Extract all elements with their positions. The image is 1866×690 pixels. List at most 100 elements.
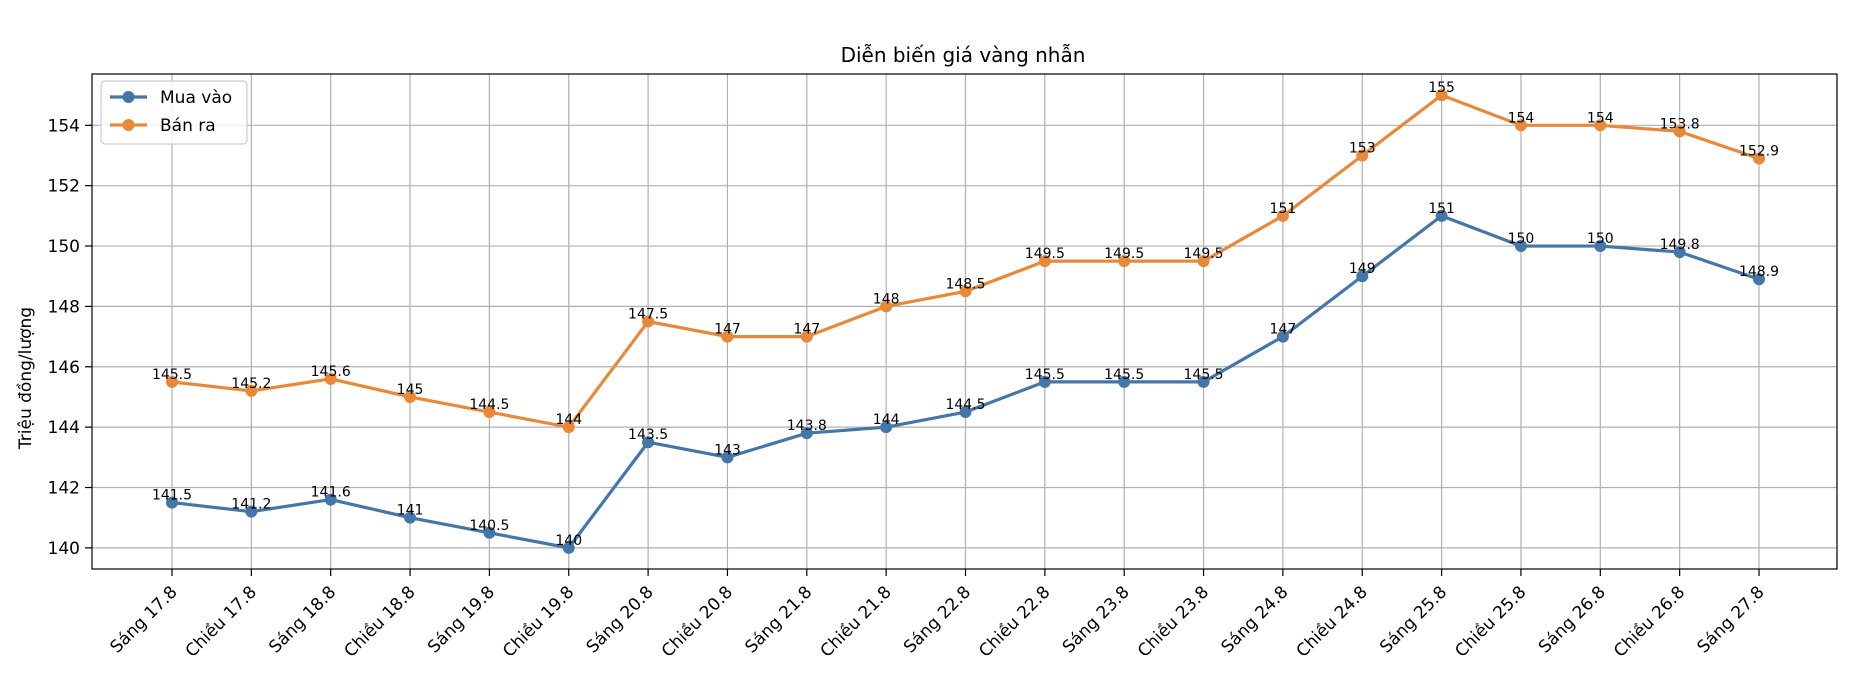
data-point (562, 421, 575, 434)
legend-label: Bán ra (160, 116, 216, 136)
legend-marker (122, 119, 135, 131)
data-label: 144 (873, 412, 900, 428)
data-point (642, 315, 655, 328)
data-point (1673, 125, 1686, 138)
x-tick-label: Sáng 25.8 (1376, 582, 1451, 657)
series-2: 145.5 145.2 145.6 145 144.5 144 147.5 147 147 148… (152, 80, 1779, 434)
data-point (959, 406, 972, 419)
x-tick-label: Chiều 20.8 (657, 582, 737, 662)
x-tick-label: Sáng 18.8 (265, 582, 340, 657)
x-tick-label: Sáng 20.8 (583, 582, 658, 657)
data-label: 148 (873, 291, 900, 307)
data-point (1753, 273, 1765, 286)
data-point (245, 384, 258, 397)
x-tick-label: Sáng 23.8 (1059, 582, 1134, 657)
plot-frame (91, 73, 1838, 570)
y-tick-label: 140 (48, 539, 80, 559)
data-label: 145.5 (1104, 367, 1144, 383)
data-label: 145.2 (231, 376, 271, 392)
x-tick-label: Sáng 19.8 (424, 582, 499, 657)
data-label: 149.5 (1025, 246, 1065, 262)
x-tick-label: Chiều 18.8 (340, 582, 420, 662)
data-label: 147.5 (628, 307, 668, 323)
data-label: 151 (1270, 201, 1297, 217)
axis-ticks: Sáng 17.8 Chiều 17.8 Sáng 18.8 Chiều 18.8 Sá… (48, 116, 1769, 661)
data-point (800, 330, 813, 343)
data-point (483, 526, 496, 539)
chart-title: Diễn biến giá vàng nhẫn (841, 43, 1086, 67)
data-point (1594, 119, 1607, 132)
data-point (1594, 240, 1607, 253)
data-point (245, 505, 258, 518)
data-point (1038, 375, 1051, 388)
data-point (1435, 209, 1448, 222)
data-label: 141.6 (311, 485, 351, 501)
data-label: 144.5 (469, 397, 509, 413)
data-label: 148.9 (1739, 264, 1779, 280)
data-point (166, 496, 178, 509)
data-point (1276, 209, 1289, 222)
data-label: 140.5 (469, 518, 509, 534)
x-tick-label: Chiều 23.8 (1133, 582, 1213, 662)
data-label: 143.5 (628, 427, 668, 443)
data-label: 147 (793, 322, 820, 338)
data-point (880, 300, 893, 313)
data-label: 144 (555, 412, 582, 428)
data-label: 148.5 (945, 276, 985, 292)
x-tick-label: Chiều 17.8 (181, 582, 261, 662)
data-label: 145.5 (1025, 367, 1065, 383)
y-tick-label: 142 (48, 479, 80, 499)
data-point (562, 541, 575, 554)
data-point (324, 493, 337, 506)
x-tick-label: Sáng 27.8 (1694, 582, 1769, 657)
legend-item: Mua vào (110, 88, 232, 108)
legend-item: Bán ra (110, 116, 216, 136)
data-label: 154 (1508, 110, 1535, 126)
x-tick-label: Chiều 19.8 (498, 582, 578, 662)
data-label: 144.5 (945, 397, 985, 413)
data-label: 141.5 (152, 488, 192, 504)
data-point (959, 285, 972, 298)
data-point (1118, 255, 1131, 268)
data-point (1753, 152, 1765, 165)
data-point (642, 436, 655, 449)
x-tick-label: Sáng 24.8 (1217, 582, 1292, 657)
data-label: 150 (1587, 231, 1614, 247)
data-label: 153 (1349, 140, 1376, 156)
data-label: 140 (555, 533, 582, 549)
y-axis-label: Triệu đồng/lượng (15, 307, 36, 450)
series-1: 141.5 141.2 141.6 141 140.5 140 143.5 143 143.8 1… (152, 201, 1779, 554)
y-tick-label: 150 (48, 237, 80, 257)
data-point (1673, 246, 1686, 259)
x-tick-label: Chiều 21.8 (816, 582, 896, 662)
data-label: 145.5 (1184, 367, 1224, 383)
x-tick-label: Sáng 26.8 (1535, 582, 1610, 657)
data-point (1038, 255, 1051, 268)
legend: Mua vào Bán ra (100, 80, 248, 145)
data-point (324, 372, 337, 385)
data-point (1197, 255, 1210, 268)
data-label: 145.5 (152, 367, 192, 383)
data-point (721, 451, 734, 464)
y-tick-label: 152 (48, 177, 80, 197)
y-tick-label: 144 (48, 418, 80, 438)
data-label: 143.8 (787, 418, 827, 434)
data-point (404, 511, 417, 524)
data-label: 149.5 (1104, 246, 1144, 262)
data-point (1514, 119, 1527, 132)
data-point (1356, 149, 1369, 162)
data-point (1435, 89, 1448, 102)
data-point (721, 330, 734, 343)
data-point (1356, 270, 1369, 283)
x-tick-label: Chiều 24.8 (1292, 582, 1372, 662)
data-point (880, 421, 893, 434)
x-tick-label: Chiều 25.8 (1451, 582, 1531, 662)
data-label: 147 (714, 322, 741, 338)
x-tick-label: Sáng 22.8 (900, 582, 975, 657)
data-label: 154 (1587, 110, 1614, 126)
legend-label: Mua vào (160, 88, 232, 108)
data-point (1118, 375, 1131, 388)
data-label: 141.2 (231, 497, 271, 513)
